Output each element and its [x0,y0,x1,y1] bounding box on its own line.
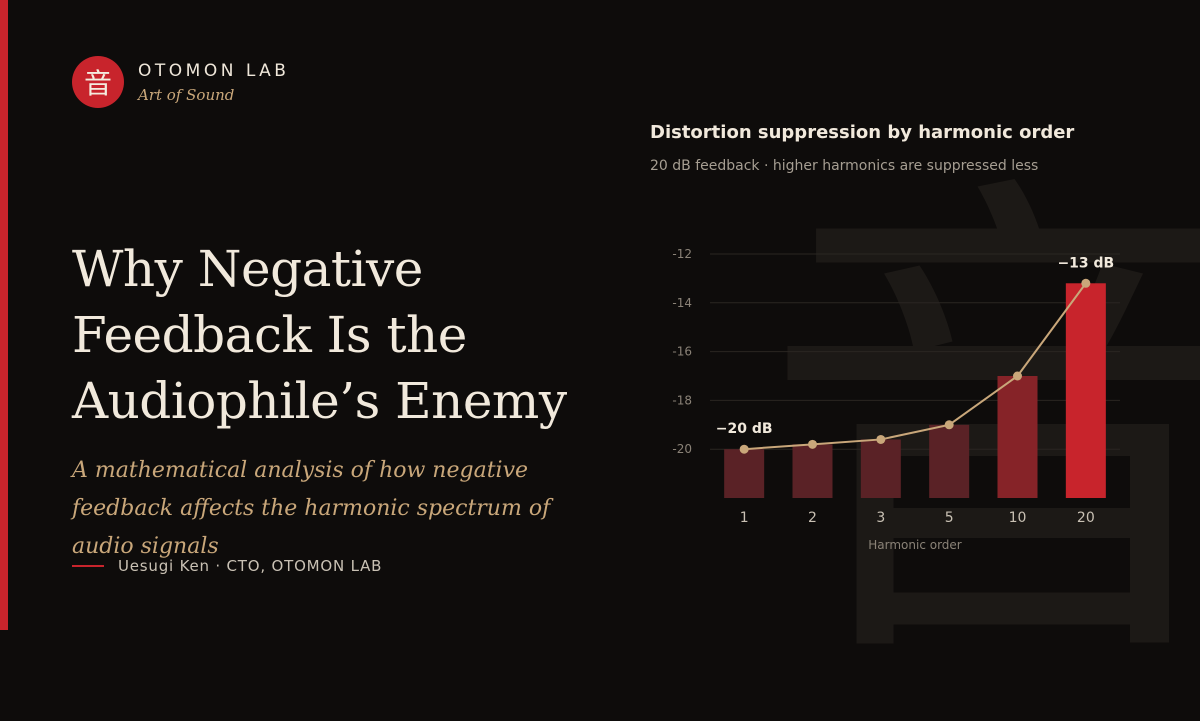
line-point [876,434,886,444]
line-point [1081,278,1091,288]
y-tick-label: -16 [672,345,692,359]
data-label: −13 dB [1057,255,1114,271]
chart-subtitle: 20 dB feedback · higher harmonics are su… [650,158,1039,174]
x-axis-label: Harmonic order [868,538,962,552]
bar [724,449,765,498]
distortion-chart: -12 -14 -16 -18 -20 1 2 3 5 10 20 Harmonic order −20… [672,247,1120,552]
y-tick-label: -18 [672,393,692,407]
bar [792,444,833,498]
bar [1065,283,1106,498]
brand-name: OTOMON LAB [138,60,290,81]
line-point [739,444,749,454]
chart-title: Distortion suppression by harmonic order [650,122,1075,143]
byline-rule [72,565,104,567]
x-tick-label: 5 [945,510,954,526]
bar [997,376,1038,498]
series-line [744,282,1087,451]
bar [860,439,901,498]
x-tick-label: 20 [1077,510,1095,526]
x-tick-label: 10 [1009,510,1027,526]
x-tick-label: 3 [876,510,885,526]
article-title: Why Negative Feedback Is the Audiophile’… [72,240,567,430]
y-tick-label: -12 [672,247,692,261]
y-tick-label: -20 [672,442,692,456]
byline-text: Uesugi Ken · CTO, OTOMON LAB [118,557,383,575]
line-point [1013,371,1022,381]
brand: 音 OTOMON LAB Art of Sound [72,56,289,108]
byline: Uesugi Ken · CTO, OTOMON LAB [72,557,382,575]
bar [929,424,970,498]
y-tick-label: -14 [672,296,692,310]
brand-tagline: Art of Sound [138,85,235,104]
article-subtitle: A mathematical analysis of how negative … [72,458,551,559]
line-point [944,420,954,430]
x-tick-label: 2 [808,510,817,526]
brand-text: OTOMON LAB Art of Sound [138,61,289,104]
data-label: −20 dB [716,421,773,437]
x-tick-label: 1 [740,510,749,526]
line-point [808,439,817,449]
accent-bar [0,0,8,630]
brand-seal-logo: 音 [72,56,124,108]
